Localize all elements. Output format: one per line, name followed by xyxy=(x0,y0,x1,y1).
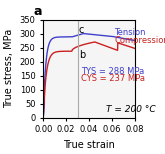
Text: a: a xyxy=(33,5,42,18)
Text: c: c xyxy=(79,25,84,35)
Text: b: b xyxy=(79,50,85,60)
Text: Compression: Compression xyxy=(114,36,165,45)
Text: T = 200 °C: T = 200 °C xyxy=(106,105,156,114)
Y-axis label: True stress, MPa: True stress, MPa xyxy=(4,29,14,108)
Text: TYS = 288 MPa: TYS = 288 MPa xyxy=(81,67,144,76)
Text: Tension: Tension xyxy=(114,28,146,37)
Text: CYS = 237 MPa: CYS = 237 MPa xyxy=(81,74,145,83)
X-axis label: True strain: True strain xyxy=(63,140,115,150)
